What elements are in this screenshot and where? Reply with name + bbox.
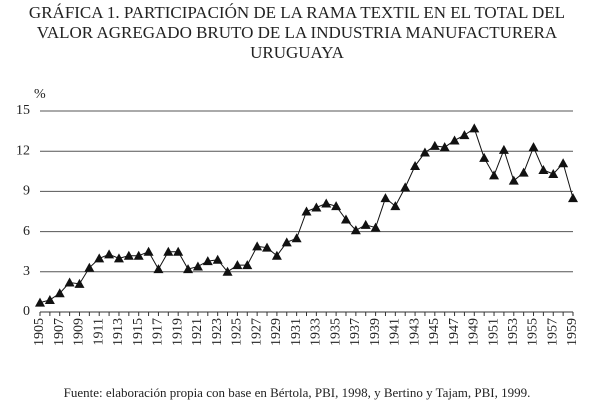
x-tick-label: 1909: [72, 318, 87, 346]
y-tick-label: 12: [16, 143, 30, 158]
marker: [271, 250, 282, 260]
marker: [113, 253, 124, 263]
marker: [202, 256, 213, 266]
marker: [173, 246, 184, 256]
marker: [301, 206, 312, 216]
marker: [212, 254, 223, 264]
marker: [104, 249, 115, 259]
marker: [558, 158, 569, 168]
marker: [35, 297, 45, 307]
marker: [449, 135, 460, 145]
y-axis-label: %: [34, 87, 46, 102]
marker: [390, 201, 401, 211]
marker: [548, 168, 559, 178]
marker: [44, 294, 55, 304]
x-tick-label: 1929: [269, 318, 284, 346]
marker: [262, 242, 273, 252]
marker: [538, 164, 549, 174]
marker: [429, 140, 440, 150]
chart-title: VALOR AGREGADO BRUTO DE LA INDUSTRIA MAN…: [37, 23, 558, 42]
marker: [568, 193, 578, 203]
x-tick-label: 1941: [388, 318, 403, 346]
marker: [410, 160, 421, 170]
marker: [380, 193, 391, 203]
marker: [518, 167, 529, 177]
series-line: [39, 127, 574, 304]
marker: [479, 152, 490, 162]
marker: [350, 225, 361, 235]
marker: [123, 250, 134, 260]
marker: [74, 278, 85, 288]
marker: [163, 246, 174, 256]
x-tick-label: 1921: [190, 318, 205, 346]
y-tick-label: 6: [23, 224, 30, 239]
marker: [153, 264, 164, 274]
marker: [242, 260, 253, 270]
x-tick-label: 1937: [348, 318, 363, 346]
y-tick-label: 3: [23, 264, 30, 279]
x-tick-label: 1931: [289, 318, 304, 346]
marker: [192, 261, 203, 271]
marker: [498, 144, 509, 154]
y-tick-label: 0: [23, 304, 30, 319]
x-tick-label: 1911: [91, 318, 106, 345]
marker: [528, 142, 539, 152]
x-tick-label: 1905: [32, 318, 47, 346]
x-tick-label: 1927: [249, 318, 264, 346]
x-tick-label: 1955: [526, 318, 541, 346]
marker: [489, 170, 500, 180]
marker: [360, 219, 371, 229]
marker: [311, 202, 322, 212]
x-tick-label: 1959: [565, 318, 580, 346]
marker: [222, 266, 233, 276]
marker: [459, 130, 470, 140]
marker: [331, 201, 342, 211]
x-tick-label: 1925: [230, 318, 245, 346]
marker: [281, 237, 292, 247]
x-tick-label: 1949: [467, 318, 482, 346]
x-tick-label: 1951: [486, 318, 501, 346]
x-tick-label: 1923: [210, 318, 225, 346]
marker: [183, 264, 194, 274]
marker: [400, 182, 411, 192]
x-tick-label: 1939: [368, 318, 383, 346]
x-tick-label: 1953: [506, 318, 521, 346]
marker: [54, 288, 65, 298]
marker: [252, 241, 263, 251]
source-note: Fuente: elaboración propia con base en B…: [64, 385, 531, 400]
x-tick-label: 1943: [407, 318, 422, 346]
x-tick-label: 1915: [131, 318, 146, 346]
x-tick-label: 1913: [111, 318, 126, 346]
x-tick-label: 1933: [309, 318, 324, 346]
x-tick-label: 1935: [328, 318, 343, 346]
marker: [508, 175, 519, 185]
x-tick-label: 1957: [545, 318, 560, 346]
x-tick-label: 1917: [151, 318, 166, 346]
marker: [84, 262, 95, 272]
marker: [291, 233, 302, 243]
marker: [133, 250, 144, 260]
y-tick-label: 15: [16, 103, 30, 118]
chart-title: URUGUAYA: [250, 43, 345, 62]
y-tick-label: 9: [23, 184, 30, 199]
marker: [64, 277, 75, 287]
x-tick-label: 1947: [447, 318, 462, 346]
x-tick-label: 1919: [170, 318, 185, 346]
x-tick-label: 1945: [427, 318, 442, 346]
marker: [419, 147, 430, 157]
marker: [370, 222, 381, 232]
marker: [439, 142, 450, 152]
chart-title: GRÁFICA 1. PARTICIPACIÓN DE LA RAMA TEXT…: [29, 3, 565, 22]
marker: [469, 123, 480, 133]
marker: [94, 253, 105, 263]
marker: [321, 198, 332, 208]
x-tick-label: 1907: [52, 318, 67, 346]
marker: [232, 260, 243, 270]
marker: [143, 246, 154, 256]
marker: [340, 214, 351, 224]
